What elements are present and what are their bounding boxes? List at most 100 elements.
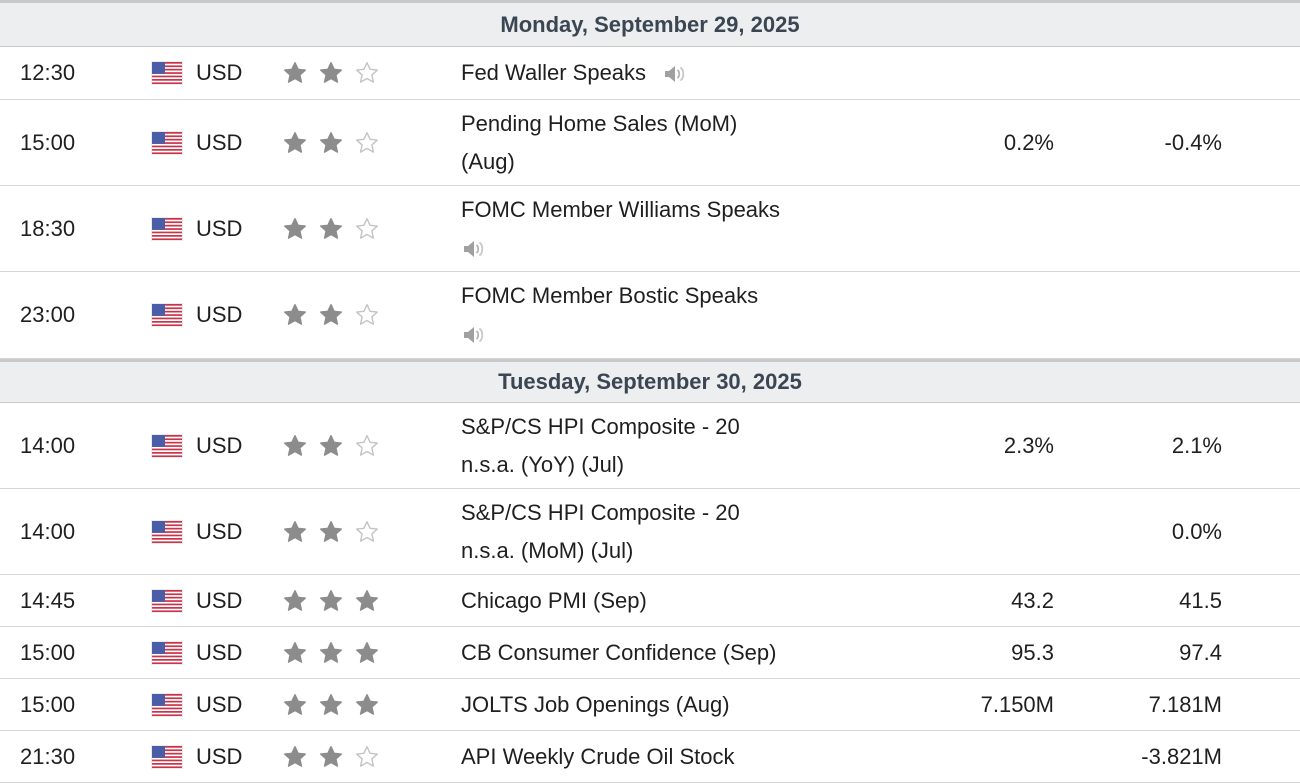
star-filled-icon xyxy=(318,216,344,242)
star-empty-icon xyxy=(354,302,380,328)
us-flag-icon xyxy=(152,403,182,488)
event-cell[interactable]: FOMC Member Williams Speaks xyxy=(461,186,821,271)
star-filled-icon xyxy=(318,433,344,459)
star-filled-icon xyxy=(282,692,308,718)
importance-stars xyxy=(282,575,380,626)
event-row[interactable]: 14:45 USD Chicago PMI (Sep) 43.2 41.5 xyxy=(0,575,1300,627)
importance-stars xyxy=(282,186,380,271)
event-actual: 0.2% xyxy=(1003,129,1054,155)
us-flag-icon xyxy=(152,627,182,678)
star-filled-icon xyxy=(318,60,344,86)
event-cell[interactable]: S&P/CS HPI Composite - 20 n.s.a. (MoM) (J… xyxy=(461,489,821,574)
us-flag-icon xyxy=(152,575,182,626)
us-flag-icon xyxy=(152,489,182,574)
importance-stars xyxy=(282,489,380,574)
speaker-icon xyxy=(656,60,688,85)
event-name[interactable]: Chicago PMI (Sep) xyxy=(461,587,647,613)
event-time: 15:00 xyxy=(20,639,76,665)
event-actual: 95.3 xyxy=(1011,639,1054,665)
event-time: 15:00 xyxy=(20,129,76,155)
star-filled-icon xyxy=(282,640,308,666)
speaker-icon xyxy=(461,321,487,346)
event-name[interactable]: Fed Waller Speaks xyxy=(461,60,647,85)
star-empty-icon xyxy=(354,519,380,545)
event-cell[interactable]: S&P/CS HPI Composite - 20 n.s.a. (YoY) (J… xyxy=(461,403,821,488)
event-name[interactable]: Pending Home Sales (MoM) (Aug) xyxy=(461,110,738,174)
event-currency: USD xyxy=(196,639,243,665)
event-currency: USD xyxy=(196,432,243,458)
day-header: Tuesday, September 30, 2025 xyxy=(0,359,1300,403)
event-currency: USD xyxy=(196,518,243,544)
event-time: 15:00 xyxy=(20,691,76,717)
star-filled-icon xyxy=(282,130,308,156)
event-time: 14:00 xyxy=(20,432,76,458)
event-previous: -0.4% xyxy=(1164,129,1222,155)
event-name[interactable]: JOLTS Job Openings (Aug) xyxy=(461,691,730,717)
event-name[interactable]: FOMC Member Williams Speaks xyxy=(461,196,781,222)
star-filled-icon xyxy=(318,640,344,666)
event-name[interactable]: S&P/CS HPI Composite - 20 n.s.a. (YoY) (J… xyxy=(461,413,740,477)
event-previous: 41.5 xyxy=(1179,587,1222,613)
day-header-label: Tuesday, September 30, 2025 xyxy=(498,369,802,394)
star-filled-icon xyxy=(354,692,380,718)
event-currency: USD xyxy=(196,587,243,613)
star-filled-icon xyxy=(282,60,308,86)
star-filled-icon xyxy=(282,744,308,770)
day-header-label: Monday, September 29, 2025 xyxy=(500,11,800,37)
event-name[interactable]: CB Consumer Confidence (Sep) xyxy=(461,639,777,665)
event-row[interactable]: 15:00 USD CB Consumer Confidence (Sep) 9… xyxy=(0,627,1300,679)
star-empty-icon xyxy=(354,60,380,86)
event-cell[interactable]: Chicago PMI (Sep) xyxy=(461,575,821,626)
importance-stars xyxy=(282,403,380,488)
event-cell[interactable]: Fed Waller Speaks xyxy=(461,47,821,99)
us-flag-icon xyxy=(152,100,182,185)
us-flag-icon xyxy=(152,47,182,99)
event-name[interactable]: API Weekly Crude Oil Stock xyxy=(461,743,735,769)
star-filled-icon xyxy=(318,302,344,328)
event-previous: 2.1% xyxy=(1171,432,1222,458)
event-cell[interactable]: Pending Home Sales (MoM) (Aug) xyxy=(461,100,821,185)
event-currency: USD xyxy=(196,743,243,769)
star-filled-icon xyxy=(318,130,344,156)
us-flag-icon xyxy=(152,186,182,271)
event-cell[interactable]: FOMC Member Bostic Speaks xyxy=(461,272,821,358)
event-row[interactable]: 15:00 USD Pending Home Sales (MoM) (Aug) … xyxy=(0,100,1300,186)
importance-stars xyxy=(282,100,380,185)
event-row[interactable]: 23:00 USD FOMC Member Bostic Speaks xyxy=(0,272,1300,359)
event-currency: USD xyxy=(196,60,243,85)
star-filled-icon xyxy=(318,744,344,770)
event-actual: 2.3% xyxy=(1003,432,1054,458)
star-filled-icon xyxy=(354,640,380,666)
event-currency: USD xyxy=(196,691,243,717)
star-empty-icon xyxy=(354,433,380,459)
event-cell[interactable]: CB Consumer Confidence (Sep) xyxy=(461,627,821,678)
star-empty-icon xyxy=(354,216,380,242)
event-cell[interactable]: JOLTS Job Openings (Aug) xyxy=(461,679,821,730)
us-flag-icon xyxy=(152,272,182,358)
importance-stars xyxy=(282,679,380,730)
event-name[interactable]: FOMC Member Bostic Speaks xyxy=(461,283,759,308)
star-filled-icon xyxy=(354,588,380,614)
importance-stars xyxy=(282,627,380,678)
star-empty-icon xyxy=(354,744,380,770)
event-row[interactable]: 14:00 USD S&P/CS HPI Composite - 20 n.s.a… xyxy=(0,403,1300,489)
event-time: 12:30 xyxy=(20,60,76,85)
event-row[interactable]: 18:30 USD FOMC Member Williams Speaks xyxy=(0,186,1300,272)
star-filled-icon xyxy=(282,302,308,328)
event-row[interactable]: 21:30 USD API Weekly Crude Oil Stock -3.… xyxy=(0,731,1300,783)
event-row[interactable]: 12:30 USD Fed Waller Speaks xyxy=(0,47,1300,100)
us-flag-icon xyxy=(152,679,182,730)
event-row[interactable]: 15:00 USD JOLTS Job Openings (Aug) 7.150… xyxy=(0,679,1300,731)
star-filled-icon xyxy=(282,588,308,614)
event-currency: USD xyxy=(196,129,243,155)
event-cell[interactable]: API Weekly Crude Oil Stock xyxy=(461,731,821,782)
star-filled-icon xyxy=(318,692,344,718)
event-time: 21:30 xyxy=(20,743,76,769)
star-empty-icon xyxy=(354,130,380,156)
event-previous: 97.4 xyxy=(1179,639,1222,665)
event-time: 14:00 xyxy=(20,518,76,544)
event-name[interactable]: S&P/CS HPI Composite - 20 n.s.a. (MoM) (J… xyxy=(461,499,740,563)
star-filled-icon xyxy=(282,216,308,242)
event-row[interactable]: 14:00 USD S&P/CS HPI Composite - 20 n.s.a… xyxy=(0,489,1300,575)
